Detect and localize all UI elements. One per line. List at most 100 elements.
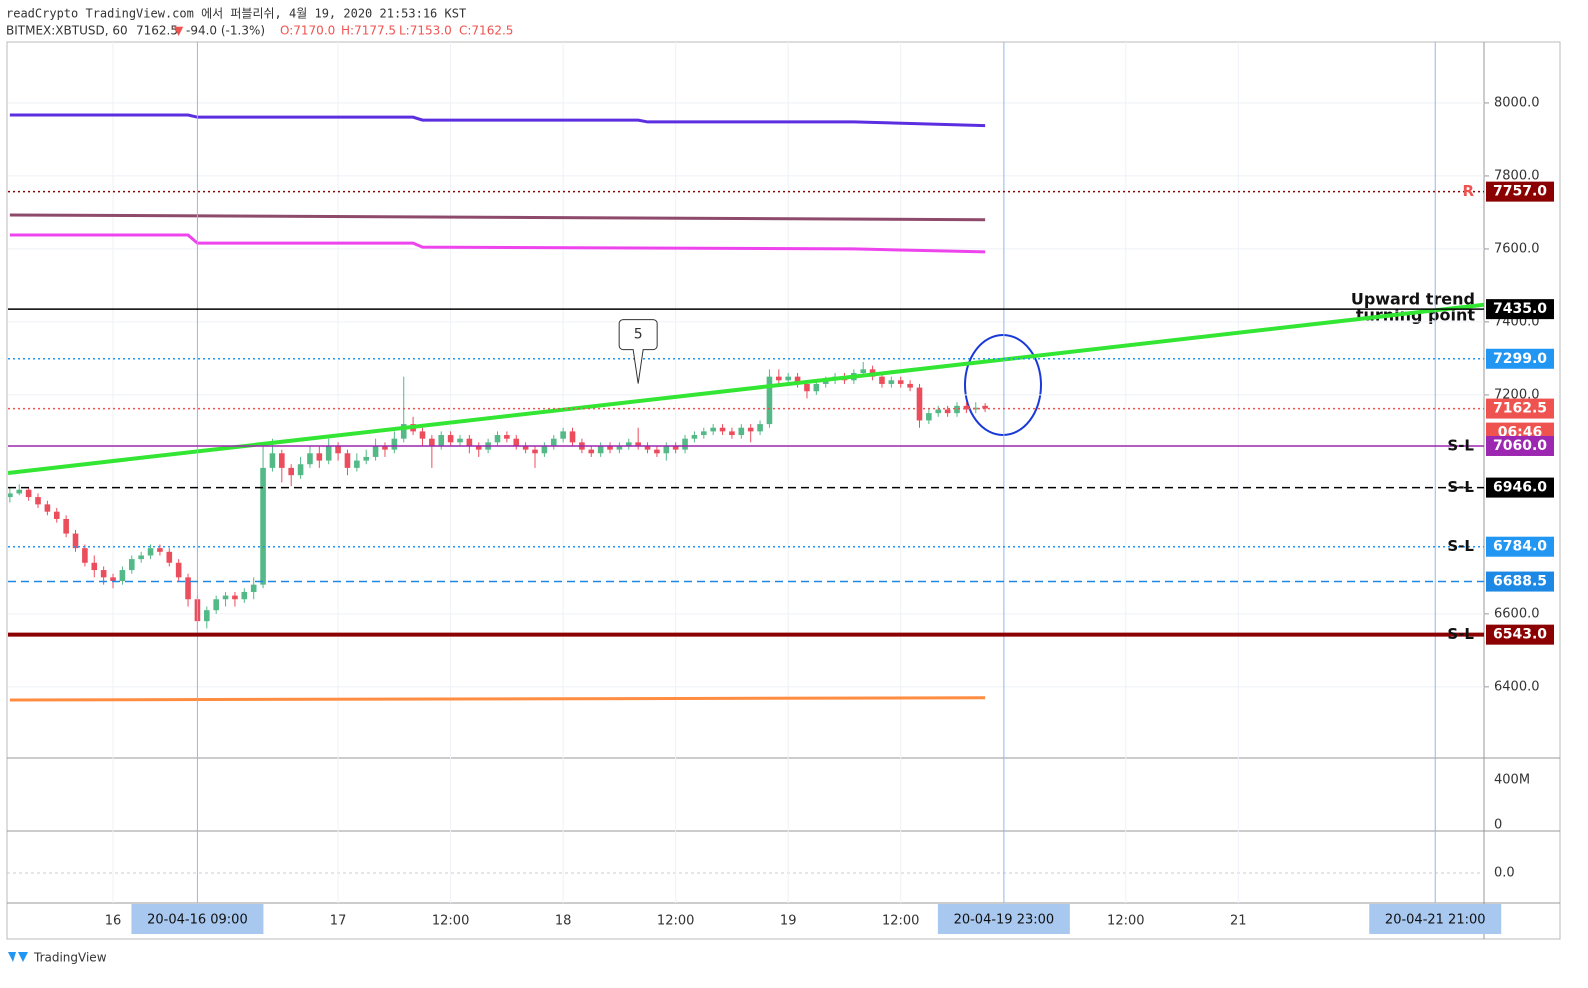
candle-body [269, 453, 276, 468]
candle-body [550, 438, 557, 446]
candle-body [672, 445, 679, 450]
volume-tick: 400M [1494, 773, 1530, 788]
publish-line: readCrypto TradingView.com 에서 퍼블리쉬, 4월 1… [6, 7, 466, 21]
candle-body [541, 445, 548, 454]
macd-tick: 0.0 [1494, 866, 1515, 881]
candle-body [588, 449, 595, 454]
candle-body [897, 380, 904, 384]
candle-body [325, 445, 332, 461]
candle-body [63, 518, 69, 534]
candle-body [747, 427, 754, 432]
candle-body [597, 445, 604, 454]
candle-body [504, 435, 510, 439]
arrow: ▼ [174, 24, 184, 38]
candle-body [860, 369, 867, 373]
candle-body [128, 559, 135, 571]
candle-body [288, 467, 294, 476]
candle-body [382, 445, 388, 450]
circle-drawing [964, 334, 1042, 436]
footer: TradingView [33, 951, 107, 965]
candle-body [316, 453, 323, 461]
candle-body [53, 511, 60, 519]
last: 7162.5 [136, 24, 178, 38]
candle-body [400, 424, 407, 439]
price-label: 7435.0 [1493, 301, 1547, 317]
candle-body [569, 431, 576, 443]
x-tick-label: 16 [105, 914, 122, 929]
candle-body [119, 570, 126, 582]
candle-body [682, 438, 688, 450]
x-tick-label: 17 [330, 914, 347, 929]
logo [8, 952, 28, 962]
candle-body [916, 387, 923, 421]
callout-text: 5 [634, 327, 643, 343]
candle-body [72, 533, 79, 549]
volume-tick: 0 [1494, 818, 1502, 833]
candle-body [804, 383, 810, 392]
candle-body [663, 445, 670, 454]
low: L:7153.0 [399, 24, 452, 38]
x-tick-label: 12:00 [1107, 914, 1144, 929]
x-tick-label: 18 [555, 914, 572, 929]
candle-body [307, 453, 313, 465]
candle-body [635, 442, 641, 446]
price-label-box [1486, 624, 1554, 645]
y-tick-label: 6600.0 [1494, 606, 1540, 621]
candle-body [354, 460, 360, 468]
candle-body [110, 577, 116, 582]
candle-body [222, 595, 229, 600]
change: -94.0 (-1.3%) [186, 24, 265, 38]
candle-body [25, 489, 32, 498]
level-tag: R [1462, 182, 1474, 200]
indicator-line [9, 696, 986, 702]
candle-body [776, 376, 782, 381]
candle-body [644, 445, 651, 450]
price-label: 7299.0 [1493, 351, 1547, 367]
candle-body [691, 435, 698, 439]
candle-body [35, 497, 41, 505]
x-tick-label: 12:00 [657, 914, 694, 929]
candle-body [335, 445, 341, 454]
level-tag: S-L [1447, 537, 1474, 555]
candle-body [166, 551, 173, 563]
candle-body [719, 427, 726, 432]
price-label-box [1486, 571, 1554, 592]
candle-body [616, 445, 623, 450]
candle-body [532, 449, 538, 454]
price-label: 6946.0 [1493, 480, 1547, 496]
level-tag: S-L [1447, 436, 1474, 454]
candle-body [494, 435, 501, 443]
candle-body [822, 380, 829, 384]
plot [8, 42, 1484, 758]
x-tick-label: 19 [780, 914, 797, 929]
price-label: 6543.0 [1493, 627, 1547, 643]
price-label-box [1486, 435, 1554, 456]
callout [618, 319, 658, 384]
candle-body [260, 467, 266, 585]
candle-body [475, 445, 482, 450]
price-label-box [1486, 477, 1554, 498]
candle-body [972, 407, 979, 410]
candle-body [785, 376, 791, 381]
candle-body [213, 599, 219, 611]
frame [6, 41, 1561, 940]
candle-body [175, 562, 182, 578]
price-label-box [1486, 181, 1554, 202]
time-marker-box [131, 904, 264, 934]
y-tick-label: 7800.0 [1494, 168, 1540, 183]
x-tick-label: 12:00 [882, 914, 919, 929]
candle-body [16, 489, 23, 494]
price-label-box [1486, 348, 1554, 369]
candle-body [888, 380, 895, 384]
y-tick-label: 7600.0 [1494, 241, 1540, 256]
candle-body [813, 383, 820, 392]
candle-body [963, 405, 970, 410]
price-label: 7757.0 [1493, 184, 1547, 200]
indicator-line [9, 113, 986, 128]
price-label-box [1486, 299, 1554, 320]
price-label: 6688.5 [1493, 574, 1547, 590]
high: H:7177.5 [341, 24, 396, 38]
ohlc-line: BITMEX:XBTUSD, 60 7162.5 ▼ -94.0 (-1.3%)… [6, 24, 513, 38]
